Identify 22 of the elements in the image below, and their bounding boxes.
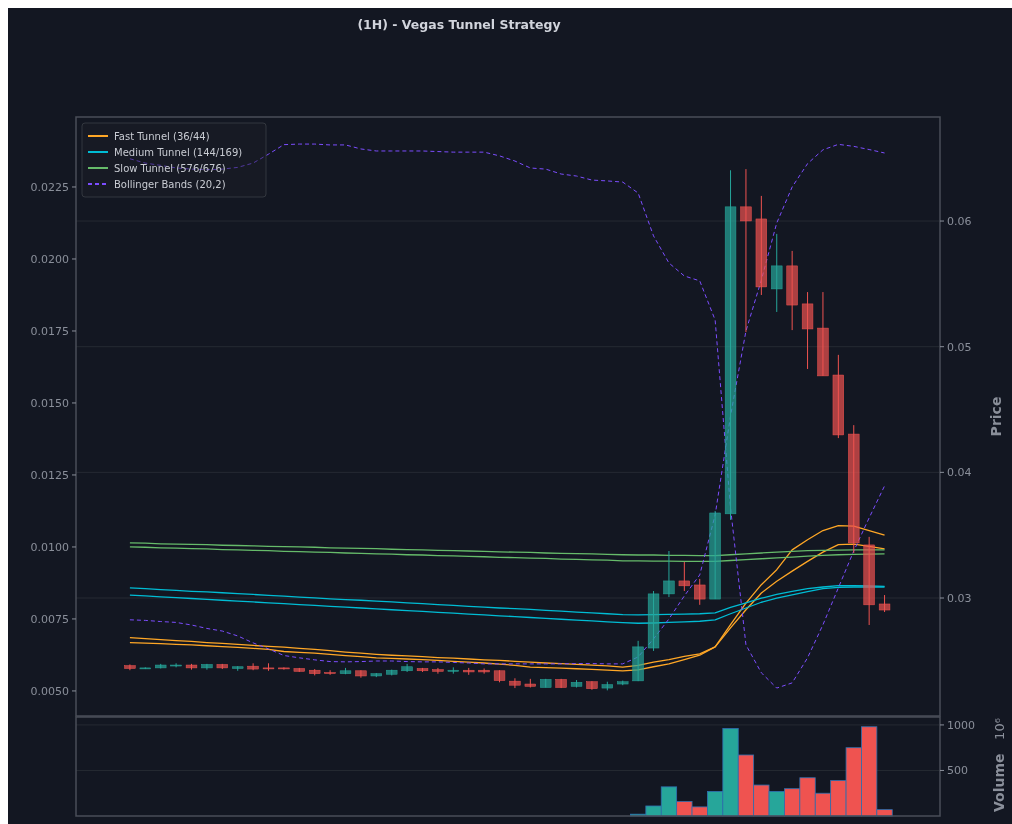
legend-label: Bollinger Bands (20,2) (114, 178, 226, 190)
legend-label: Medium Tunnel (144/169) (114, 146, 243, 158)
y-axis-title: Volume (991, 753, 1007, 812)
y-tick-label: 0.0050 (30, 684, 69, 698)
legend-label: Slow Tunnel (576/676) (114, 162, 226, 174)
y-tick-label: 0.0225 (30, 180, 69, 194)
y-tick-label: 0.0100 (30, 540, 69, 554)
y-tick-label: 0.0125 (30, 468, 69, 482)
y2-tick-label: 0.06 (947, 214, 972, 228)
chart-title: (1H) - Vegas Tunnel Strategy (357, 17, 561, 32)
y-tick-label: 0.0175 (30, 324, 69, 338)
legend-label: Fast Tunnel (36/44) (114, 130, 210, 142)
y2-tick-label: 0.05 (947, 340, 972, 354)
y-tick-label: 0.0200 (30, 252, 69, 266)
y-tick-label: 0.0075 (30, 612, 69, 626)
y2-tick-label: 0.03 (947, 591, 972, 605)
y-tick-label: 0.0150 (30, 396, 69, 410)
y-tick-label: 1000 (947, 718, 975, 732)
y2-tick-label: 0.04 (947, 466, 972, 480)
y2-axis-title: Price (988, 396, 1004, 437)
y-tick-label: 500 (947, 764, 968, 778)
text: 10⁶ (992, 718, 1007, 740)
